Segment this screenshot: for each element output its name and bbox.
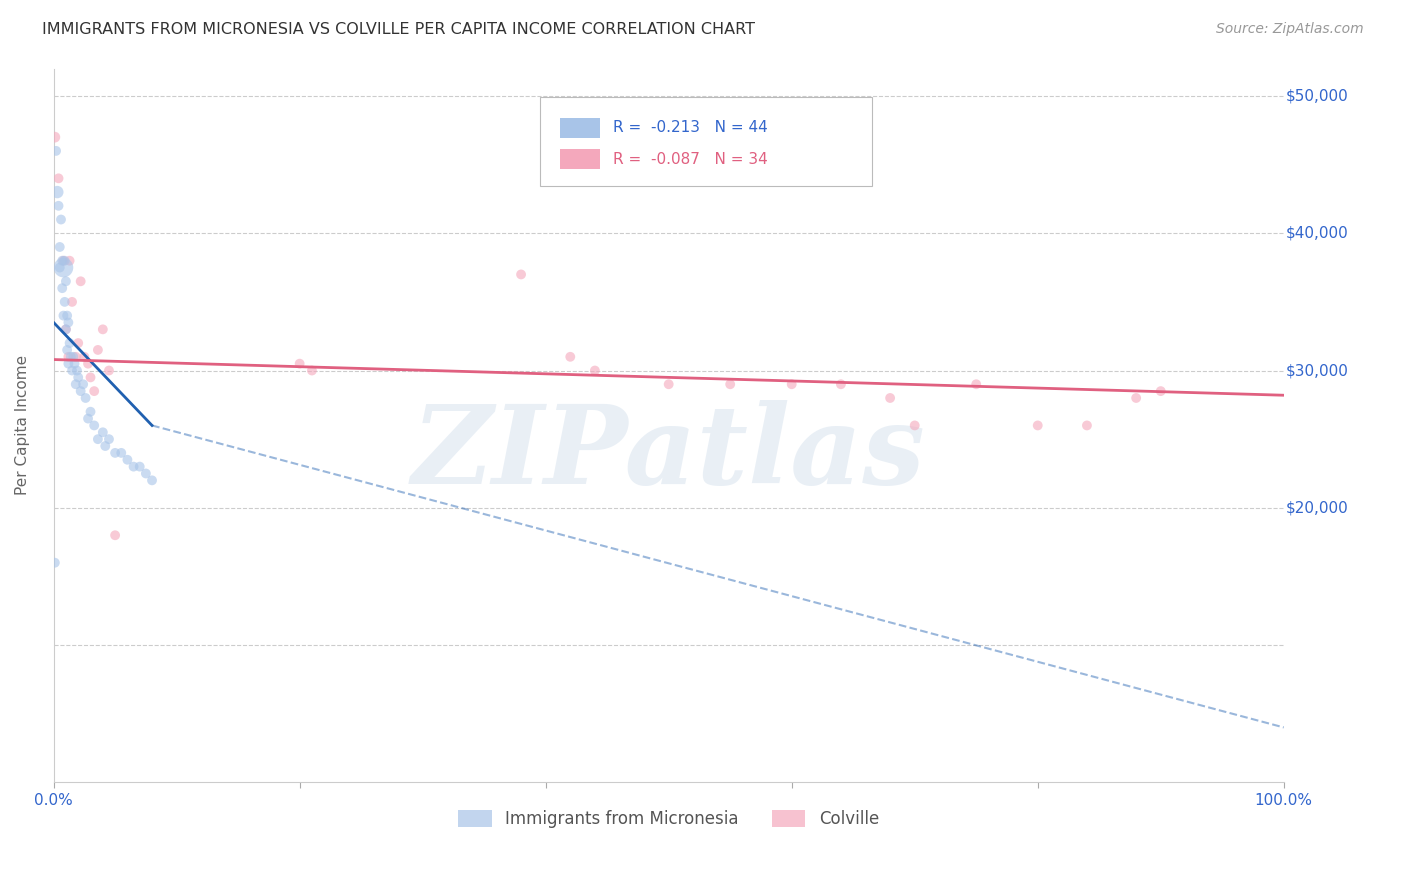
Point bbox=[60, 363, 83, 377]
Point bbox=[67, 336, 90, 351]
Point bbox=[48, 171, 70, 186]
Point bbox=[83, 384, 105, 398]
Point bbox=[104, 446, 127, 460]
Point bbox=[122, 459, 145, 474]
Point bbox=[79, 370, 101, 384]
Point bbox=[45, 144, 67, 158]
Point bbox=[63, 357, 86, 371]
Point bbox=[904, 418, 927, 433]
Point bbox=[1026, 418, 1049, 433]
Point bbox=[69, 274, 91, 288]
Point bbox=[98, 432, 121, 446]
Point bbox=[83, 418, 105, 433]
Point bbox=[55, 322, 77, 336]
Point bbox=[583, 363, 606, 377]
Bar bbox=[561, 149, 600, 169]
Point bbox=[128, 459, 150, 474]
Point bbox=[87, 343, 110, 357]
Point bbox=[51, 281, 73, 295]
Point bbox=[718, 377, 741, 392]
Text: $20,000: $20,000 bbox=[1286, 500, 1348, 516]
Point bbox=[77, 357, 100, 371]
Legend: Immigrants from Micronesia, Colville: Immigrants from Micronesia, Colville bbox=[451, 803, 886, 835]
Point bbox=[46, 185, 69, 199]
Point bbox=[658, 377, 681, 392]
Point bbox=[53, 253, 76, 268]
Point bbox=[56, 343, 79, 357]
Point bbox=[58, 357, 80, 371]
Text: $50,000: $50,000 bbox=[1286, 88, 1348, 103]
Text: ZIPatlas: ZIPatlas bbox=[412, 401, 925, 508]
Point bbox=[67, 370, 90, 384]
Text: $30,000: $30,000 bbox=[1286, 363, 1350, 378]
Point bbox=[58, 350, 80, 364]
Point bbox=[65, 350, 87, 364]
Text: R =  -0.213   N = 44: R = -0.213 N = 44 bbox=[613, 120, 768, 136]
Point bbox=[44, 556, 66, 570]
Point bbox=[44, 130, 66, 145]
Point bbox=[49, 260, 72, 275]
Text: $40,000: $40,000 bbox=[1286, 226, 1348, 241]
Point bbox=[75, 391, 97, 405]
Point bbox=[288, 357, 311, 371]
Point bbox=[104, 528, 127, 542]
Point bbox=[91, 322, 114, 336]
Point bbox=[55, 274, 77, 288]
Point bbox=[79, 405, 101, 419]
Point bbox=[59, 336, 82, 351]
Point bbox=[52, 309, 75, 323]
Point bbox=[98, 363, 121, 377]
Point bbox=[56, 309, 79, 323]
Point bbox=[110, 446, 132, 460]
Point bbox=[49, 240, 72, 254]
Point bbox=[965, 377, 987, 392]
Text: Source: ZipAtlas.com: Source: ZipAtlas.com bbox=[1216, 22, 1364, 37]
Text: R =  -0.087   N = 34: R = -0.087 N = 34 bbox=[613, 152, 768, 167]
Point bbox=[1150, 384, 1173, 398]
Point bbox=[49, 212, 72, 227]
Point bbox=[510, 268, 533, 282]
Point bbox=[52, 260, 75, 275]
Point bbox=[48, 199, 70, 213]
Point bbox=[1125, 391, 1147, 405]
Point bbox=[69, 384, 91, 398]
Point bbox=[77, 411, 100, 425]
Text: IMMIGRANTS FROM MICRONESIA VS COLVILLE PER CAPITA INCOME CORRELATION CHART: IMMIGRANTS FROM MICRONESIA VS COLVILLE P… bbox=[42, 22, 755, 37]
Bar bbox=[561, 118, 600, 137]
Point bbox=[72, 377, 94, 392]
Point bbox=[135, 467, 157, 481]
Point bbox=[59, 350, 82, 364]
Point bbox=[117, 452, 139, 467]
Point bbox=[91, 425, 114, 440]
Point bbox=[1076, 418, 1098, 433]
Point bbox=[59, 253, 82, 268]
Point bbox=[560, 350, 582, 364]
Point bbox=[141, 474, 163, 488]
Point bbox=[73, 350, 96, 364]
Point bbox=[879, 391, 901, 405]
Point bbox=[830, 377, 852, 392]
Point bbox=[66, 363, 89, 377]
Point bbox=[94, 439, 117, 453]
Point bbox=[60, 294, 83, 309]
Point bbox=[52, 253, 75, 268]
FancyBboxPatch shape bbox=[540, 97, 872, 186]
Point bbox=[87, 432, 110, 446]
Y-axis label: Per Capita Income: Per Capita Income bbox=[15, 355, 30, 495]
Point bbox=[55, 322, 77, 336]
Point bbox=[58, 316, 80, 330]
Point bbox=[53, 294, 76, 309]
Point bbox=[62, 350, 84, 364]
Point bbox=[301, 363, 323, 377]
Point bbox=[51, 253, 73, 268]
Point bbox=[65, 377, 87, 392]
Point bbox=[780, 377, 803, 392]
